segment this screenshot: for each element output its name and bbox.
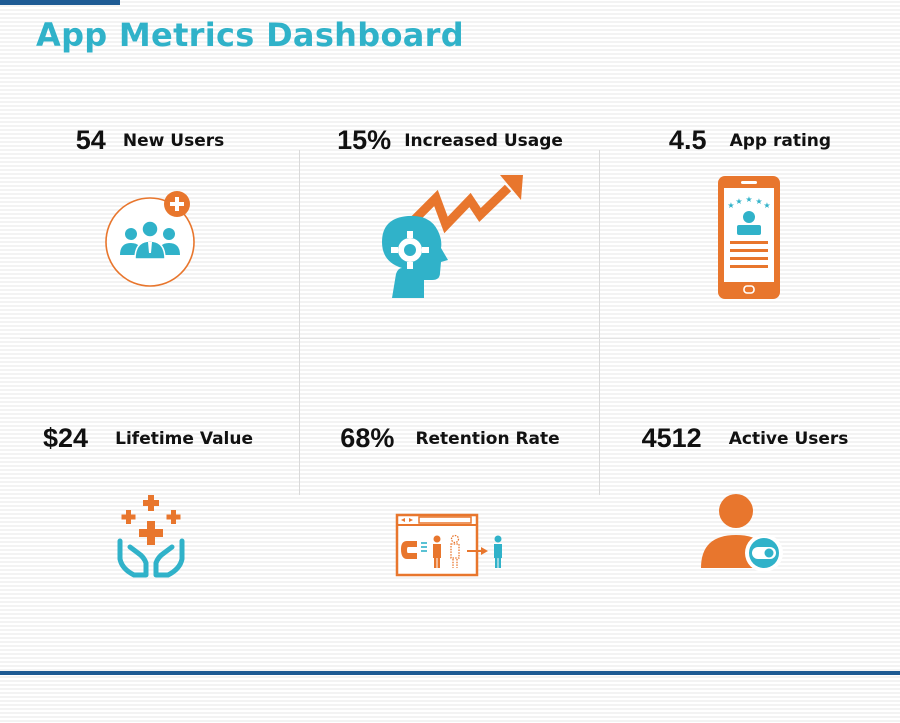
svg-text:★: ★	[755, 197, 762, 206]
metric-label: Active Users	[728, 428, 849, 449]
metric-card-lifetime-value: $24 Lifetime Value	[0, 423, 300, 723]
metric-card-new-users: 54 New Users	[0, 125, 300, 425]
metric-header: 54 New Users	[0, 125, 300, 156]
metric-header: 4512 Active Users	[595, 423, 895, 454]
metric-label: New Users	[122, 130, 225, 151]
head-gear-trend-icon	[382, 175, 523, 298]
svg-text:★: ★	[745, 195, 752, 204]
top-accent-bar	[0, 0, 120, 5]
group-add-icon	[105, 191, 195, 287]
active-user-icon	[701, 494, 783, 572]
metric-header: 4.5 App rating	[600, 125, 900, 156]
bottom-accent-bar	[0, 671, 900, 675]
metric-header: 68% Retention Rate	[300, 423, 600, 454]
metric-header: $24 Lifetime Value	[0, 423, 298, 454]
phone-rating-icon: ★ ★ ★ ★ ★	[718, 176, 780, 299]
grid-divider	[299, 150, 300, 495]
metric-label: Retention Rate	[415, 428, 560, 449]
metric-value: $24	[42, 423, 89, 453]
metric-value: 54	[75, 125, 106, 155]
metric-card-active-users: 4512 Active Users	[600, 423, 900, 723]
metric-label: App rating	[729, 130, 832, 151]
metric-value: 15%	[337, 125, 392, 155]
metric-card-retention-rate: 68% Retention Rate	[300, 423, 600, 723]
grid-divider	[20, 338, 880, 339]
grid-divider	[599, 150, 600, 495]
svg-text:★: ★	[727, 201, 734, 210]
metric-card-increased-usage: 15% Increased Usage	[300, 125, 600, 425]
metric-value: 4512	[641, 423, 702, 453]
hands-plus-icon	[117, 495, 185, 578]
metric-label: Increased Usage	[404, 130, 563, 151]
metric-header: 15% Increased Usage	[300, 125, 600, 156]
page-title: App Metrics Dashboard	[36, 16, 464, 54]
metric-label: Lifetime Value	[115, 428, 253, 449]
svg-text:★: ★	[763, 201, 770, 210]
svg-text:★: ★	[735, 197, 742, 206]
metric-value: 68%	[340, 423, 395, 453]
magnet-retention-icon	[395, 513, 502, 577]
metric-card-app-rating: 4.5 App rating ★ ★ ★ ★ ★	[600, 125, 900, 425]
metric-value: 4.5	[668, 125, 707, 155]
